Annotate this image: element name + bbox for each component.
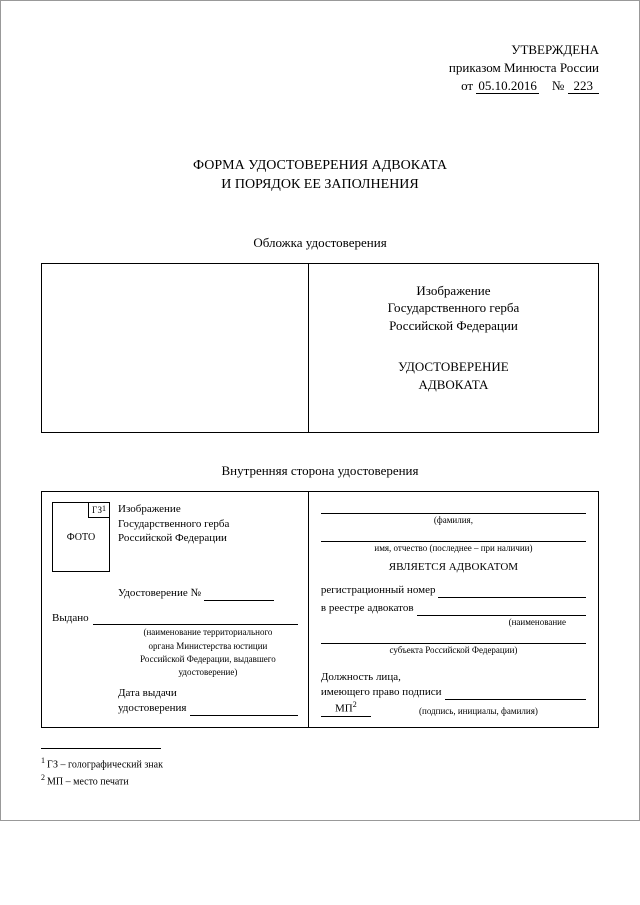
- footnote-2: 2 МП – место печати: [41, 772, 599, 789]
- subject-line: [321, 632, 586, 644]
- reg-no-label: регистрационный номер: [321, 583, 436, 598]
- approval-no-label: №: [552, 78, 564, 93]
- left-emblem-l1: Изображение: [118, 502, 229, 517]
- position-l2: имеющего право подписи: [321, 685, 442, 700]
- issued-cap1: (наименование территориального: [118, 626, 298, 638]
- approval-line2: приказом Минюста России: [41, 59, 599, 77]
- date-label-l1: Дата выдачи: [118, 686, 298, 701]
- document-page: УТВЕРЖДЕНА приказом Минюста России от 05…: [0, 0, 640, 821]
- date-line: [190, 704, 297, 716]
- cover-emblem-l3: Российской Федерации: [388, 317, 520, 335]
- approval-block: УТВЕРЖДЕНА приказом Минюста России от 05…: [41, 41, 599, 96]
- cert-no-field: [204, 589, 274, 601]
- cover-emblem-l2: Государственного герба: [388, 299, 520, 317]
- approval-line3: от 05.10.2016 № 223: [41, 77, 599, 95]
- cover-left-panel: [42, 264, 309, 432]
- surname-line: [321, 502, 586, 514]
- registry-cap1: (наименование: [321, 616, 586, 628]
- gz-sup: 1: [102, 504, 106, 515]
- cover-cert-l2: АДВОКАТА: [398, 376, 509, 394]
- footnotes: 1 ГЗ – голографический знак 2 МП – место…: [41, 755, 599, 790]
- issued-cap2: органа Министерства юстиции: [118, 640, 298, 652]
- mp-cell: МП2: [321, 700, 371, 718]
- date-row: удостоверения: [118, 701, 298, 716]
- cover-emblem-l1: Изображение: [388, 282, 520, 300]
- surname-caption: (фамилия,: [321, 514, 586, 526]
- issued-line: [93, 613, 298, 625]
- photo-placeholder: ГЗ1 ФОТО: [52, 502, 110, 572]
- left-emblem-l3: Российской Федерации: [118, 531, 229, 546]
- mp-row: МП2 (подпись, инициалы, фамилия): [321, 700, 586, 718]
- cover-cert-l1: УДОСТОВЕРЕНИЕ: [398, 358, 509, 376]
- footnote-1-text: ГЗ – голографический знак: [47, 759, 163, 770]
- is-advocate: ЯВЛЯЕТСЯ АДВОКАТОМ: [321, 560, 586, 575]
- position-row: имеющего право подписи: [321, 685, 586, 700]
- inner-right-panel: (фамилия, имя, отчество (последнее – при…: [309, 492, 598, 727]
- registry-label: в реестре адвокатов: [321, 601, 414, 616]
- position-line: [445, 688, 586, 700]
- cover-right-panel: Изображение Государственного герба Росси…: [309, 264, 598, 432]
- left-emblem-text: Изображение Государственного герба Росси…: [118, 502, 229, 547]
- position-l1: Должность лица,: [321, 670, 586, 685]
- cover-section-label: Обложка удостоверения: [41, 235, 599, 251]
- name-line: [321, 530, 586, 542]
- photo-label: ФОТО: [53, 531, 109, 545]
- inner-left-panel: ГЗ1 ФОТО Изображение Государственного ге…: [42, 492, 309, 727]
- cover-cert-title: УДОСТОВЕРЕНИЕ АДВОКАТА: [398, 358, 509, 393]
- name-caption: имя, отчество (последнее – при наличии): [321, 542, 586, 554]
- approval-date: 05.10.2016: [476, 78, 539, 94]
- date-label-l2: удостоверения: [118, 701, 186, 716]
- photo-row: ГЗ1 ФОТО Изображение Государственного ге…: [52, 502, 298, 572]
- reg-no-line: [438, 586, 586, 598]
- mp-label: МП: [335, 702, 353, 714]
- approval-number: 223: [568, 78, 600, 94]
- inner-box: ГЗ1 ФОТО Изображение Государственного ге…: [41, 491, 599, 728]
- gz-label: ГЗ: [92, 504, 102, 516]
- issued-cap3: Российской Федерации, выдавшего: [118, 653, 298, 665]
- issued-row: Выдано: [52, 611, 298, 626]
- mp-sup: 2: [353, 700, 357, 709]
- left-emblem-l2: Государственного герба: [118, 517, 229, 532]
- gz-box: ГЗ1: [88, 502, 110, 518]
- registry-row: в реестре адвокатов: [321, 601, 586, 616]
- inner-section-label: Внутренняя сторона удостоверения: [41, 463, 599, 479]
- cover-emblem-text: Изображение Государственного герба Росси…: [388, 282, 520, 335]
- cert-no-row: Удостоверение №: [118, 586, 298, 601]
- issue-date-block: Дата выдачи удостоверения: [118, 686, 298, 716]
- title-line1: ФОРМА УДОСТОВЕРЕНИЯ АДВОКАТА: [41, 156, 599, 176]
- signature-block: Должность лица, имеющего право подписи М…: [321, 670, 586, 717]
- signature-caption: (подпись, инициалы, фамилия): [371, 705, 586, 717]
- approval-line1: УТВЕРЖДЕНА: [41, 41, 599, 59]
- title-line2: И ПОРЯДОК ЕЕ ЗАПОЛНЕНИЯ: [41, 175, 599, 195]
- approval-from: от: [461, 78, 473, 93]
- cert-no-label: Удостоверение №: [118, 587, 201, 599]
- footnote-1: 1 ГЗ – голографический знак: [41, 755, 599, 772]
- footnote-2-text: МП – место печати: [47, 777, 129, 788]
- footnote-divider: [41, 748, 161, 749]
- cover-box: Изображение Государственного герба Росси…: [41, 263, 599, 433]
- issued-block: Выдано (наименование территориального ор…: [52, 611, 298, 678]
- subject-caption: субъекта Российской Федерации): [321, 644, 586, 656]
- document-title: ФОРМА УДОСТОВЕРЕНИЯ АДВОКАТА И ПОРЯДОК Е…: [41, 156, 599, 195]
- issued-label: Выдано: [52, 611, 89, 626]
- registry-line: [417, 604, 586, 616]
- reg-no-row: регистрационный номер: [321, 583, 586, 598]
- issued-cap4: удостоверение): [118, 666, 298, 678]
